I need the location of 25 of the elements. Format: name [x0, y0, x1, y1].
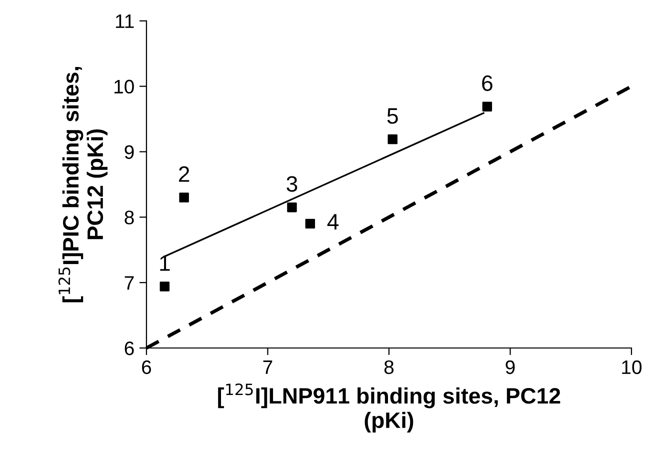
point [160, 282, 170, 292]
y-tick-label: 10 [114, 80, 134, 94]
annotation: 2 [179, 166, 190, 182]
annotation: 6 [482, 75, 492, 92]
y-tick-label: 11 [116, 14, 134, 28]
annotation: 1 [160, 255, 170, 271]
y-tick-label: 7 [124, 276, 134, 290]
y-tick-label: 9 [124, 145, 134, 159]
point [305, 218, 316, 229]
y-axis-title: [$^{125}$I]PIC binding sites, PC12 (pKi) [58, 67, 108, 302]
point [388, 134, 398, 144]
annotation: 3 [286, 176, 298, 192]
y-tick-label: 8 [124, 210, 134, 224]
point [179, 192, 189, 202]
x-tick-label: 7 [263, 360, 272, 374]
y-tick-label: 6 [124, 341, 134, 356]
annotation: 5 [387, 108, 398, 124]
x-tick-label: 6 [142, 360, 152, 374]
x-tick-label: 10 [622, 360, 642, 374]
annotation: 4 [327, 214, 339, 230]
point [482, 102, 492, 112]
x-axis-title: [$^{125}$I]LNP911 binding sites, PC12 (pKi) [218, 383, 560, 433]
x-tick-label: 9 [506, 360, 515, 374]
x-tick-label: 8 [384, 360, 394, 374]
point [287, 202, 297, 212]
